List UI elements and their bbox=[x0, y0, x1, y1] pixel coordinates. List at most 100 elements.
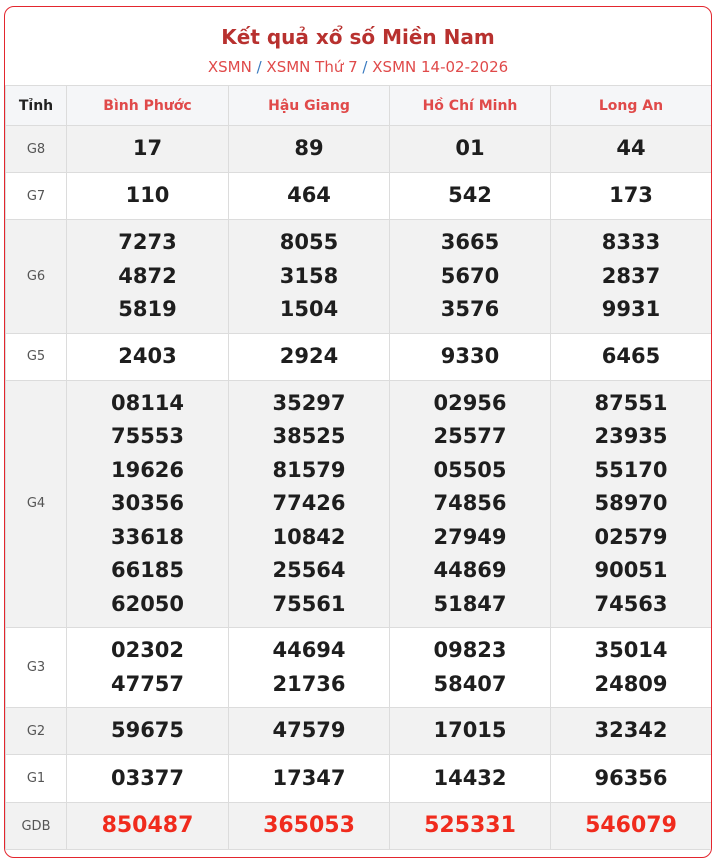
prize-cell: 02302 47757 bbox=[66, 627, 229, 708]
table-row: G6 7273 4872 5819 8055 3158 1504 3665 5670 3576 83… bbox=[5, 219, 711, 334]
prize-label: G4 bbox=[5, 379, 67, 628]
breadcrumb-date[interactable]: XSMN 14-02-2026 bbox=[372, 58, 509, 76]
prize-cell: 464 bbox=[228, 172, 390, 220]
prize-number: 02579 bbox=[594, 524, 668, 549]
prize-number: 14432 bbox=[433, 765, 507, 790]
table-row: G5 2403 2924 9330 6465 bbox=[5, 332, 711, 381]
prize-number: 542 bbox=[448, 183, 492, 208]
prize-number: 58407 bbox=[433, 671, 507, 696]
prize-cell: 850487 bbox=[66, 802, 229, 850]
prize-number: 3158 bbox=[279, 263, 339, 288]
table-row: G8 17 89 01 44 bbox=[5, 125, 711, 173]
prize-cell: 35014 24809 bbox=[550, 627, 711, 708]
prize-cell: 14432 bbox=[389, 754, 551, 803]
prize-cell: 17015 bbox=[389, 707, 551, 755]
prize-number: 3665 bbox=[440, 230, 500, 254]
prize-cell: 3665 5670 3576 bbox=[389, 219, 551, 334]
prize-number: 62050 bbox=[110, 591, 185, 616]
prize-number: 8333 bbox=[601, 230, 661, 254]
prize-number: 25577 bbox=[433, 424, 507, 448]
breadcrumb-xsmn-thu7[interactable]: XSMN Thứ 7 bbox=[266, 58, 358, 76]
prize-number: 09823 bbox=[433, 638, 507, 662]
header-province[interactable]: Hậu Giang bbox=[228, 85, 390, 126]
prize-number: 27949 bbox=[433, 524, 507, 549]
prize-cell: 2924 bbox=[228, 332, 390, 381]
prize-cell: 6465 bbox=[550, 332, 711, 381]
prize-number: 35297 bbox=[272, 390, 346, 415]
prize-number: 44694 bbox=[272, 638, 346, 662]
prize-label: G5 bbox=[5, 332, 67, 381]
prize-number: 03377 bbox=[110, 765, 185, 790]
prize-cell: 173 bbox=[550, 172, 711, 220]
prize-cell: 7273 4872 5819 bbox=[66, 219, 229, 334]
results-card: Kết quả xổ số Miền Nam XSMN / XSMN Thứ 7… bbox=[4, 6, 712, 858]
prize-label: G8 bbox=[5, 125, 67, 173]
prize-label: G7 bbox=[5, 172, 67, 220]
prize-cell: 8055 3158 1504 bbox=[228, 219, 390, 334]
prize-cell: 89 bbox=[228, 125, 390, 173]
prize-cell: 02956 25577 05505 74856 27949 44869 51847 bbox=[389, 379, 551, 628]
prize-number: 10842 bbox=[272, 524, 346, 549]
breadcrumb: XSMN / XSMN Thứ 7 / XSMN 14-02-2026 bbox=[5, 58, 711, 76]
prize-number: 1504 bbox=[279, 297, 339, 321]
prize-number: 850487 bbox=[101, 813, 194, 839]
prize-number: 21736 bbox=[272, 671, 346, 696]
prize-number: 44869 bbox=[433, 558, 507, 582]
prize-number: 90051 bbox=[594, 558, 668, 582]
prize-number: 81579 bbox=[272, 457, 346, 482]
prize-cell: 03377 bbox=[66, 754, 229, 803]
prize-cell: 8333 2837 9931 bbox=[550, 219, 711, 334]
table-row: G2 59675 47579 17015 32342 bbox=[5, 707, 711, 755]
prize-number: 96356 bbox=[594, 765, 668, 790]
prize-number: 546079 bbox=[585, 813, 677, 839]
prize-number: 58970 bbox=[594, 491, 668, 515]
prize-number: 9931 bbox=[601, 297, 661, 321]
prize-number: 5819 bbox=[118, 297, 177, 321]
table-row: G7 110 464 542 173 bbox=[5, 172, 711, 220]
prize-label: G6 bbox=[5, 219, 67, 334]
prize-cell: 59675 bbox=[66, 707, 229, 755]
prize-number: 8055 bbox=[279, 230, 339, 254]
prize-cell: 96356 bbox=[550, 754, 711, 803]
breadcrumb-xsmn[interactable]: XSMN bbox=[207, 58, 252, 76]
prize-number: 525331 bbox=[424, 813, 516, 839]
prize-number: 173 bbox=[609, 183, 653, 208]
prize-cell: 365053 bbox=[228, 802, 390, 850]
prize-number: 08114 bbox=[110, 390, 185, 415]
header-province-label: Tỉnh bbox=[5, 85, 67, 126]
page-title: Kết quả xổ số Miền Nam bbox=[221, 25, 495, 49]
header-province[interactable]: Hồ Chí Minh bbox=[389, 85, 551, 126]
prize-cell: 546079 bbox=[550, 802, 711, 850]
prize-number: 74856 bbox=[433, 491, 507, 515]
prize-cell: 09823 58407 bbox=[389, 627, 551, 708]
prize-number: 464 bbox=[287, 183, 331, 208]
prize-number: 38525 bbox=[272, 424, 346, 448]
prize-number: 77426 bbox=[272, 491, 346, 515]
results-table: Tỉnh Bình Phước Hậu Giang Hồ Chí Minh Lo… bbox=[5, 85, 711, 850]
prize-cell: 2403 bbox=[66, 332, 229, 381]
prize-number: 33618 bbox=[110, 524, 185, 549]
prize-label: G1 bbox=[5, 754, 67, 803]
prize-number: 66185 bbox=[110, 558, 185, 582]
prize-number: 47757 bbox=[110, 671, 185, 696]
prize-cell: 17347 bbox=[228, 754, 390, 803]
prize-number: 87551 bbox=[594, 390, 668, 415]
prize-number: 35014 bbox=[594, 638, 668, 662]
header-province[interactable]: Bình Phước bbox=[66, 85, 229, 126]
prize-label: G2 bbox=[5, 707, 67, 755]
prize-cell: 47579 bbox=[228, 707, 390, 755]
prize-number: 30356 bbox=[110, 491, 185, 515]
prize-number: 02956 bbox=[433, 390, 507, 415]
header-province[interactable]: Long An bbox=[550, 85, 711, 126]
prize-cell: 9330 bbox=[389, 332, 551, 381]
prize-number: 02302 bbox=[110, 638, 185, 662]
prize-number: 3576 bbox=[440, 297, 500, 321]
prize-number: 110 bbox=[125, 183, 170, 208]
prize-number: 5670 bbox=[440, 263, 500, 288]
prize-number: 17 bbox=[132, 136, 163, 161]
prize-number: 44 bbox=[616, 136, 646, 161]
prize-number: 2837 bbox=[601, 263, 661, 288]
prize-cell: 110 bbox=[66, 172, 229, 220]
prize-number: 17015 bbox=[433, 718, 507, 743]
prize-label: GDB bbox=[5, 802, 67, 850]
